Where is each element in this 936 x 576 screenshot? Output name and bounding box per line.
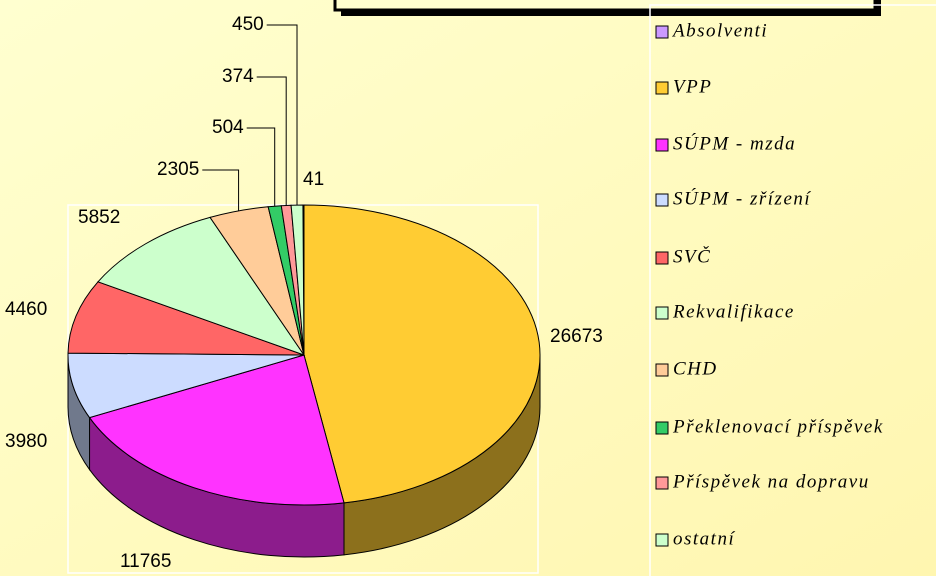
legend-label: Překlenovací příspěvek [672, 416, 884, 437]
slice [290, 204, 305, 356]
slice [88, 354, 345, 506]
slice [303, 204, 541, 504]
leader-line [256, 76, 287, 206]
data-label: 374 [222, 66, 254, 87]
legend-label: SÚPM - zřízení [673, 187, 811, 209]
leader-line [246, 127, 276, 207]
leader-line [202, 169, 240, 211]
slice [97, 216, 306, 356]
data-label: 2305 [157, 159, 199, 180]
legend-swatch [655, 421, 669, 435]
legend-swatch [655, 306, 669, 320]
legend-swatch [655, 138, 669, 152]
title-box [333, 0, 877, 12]
legend-swatch [655, 533, 669, 547]
legend-box [649, 4, 936, 576]
legend-label: Příspěvek na dopravu [672, 471, 870, 492]
legend-swatch [655, 81, 669, 95]
data-label: 4460 [5, 299, 47, 320]
data-label: 504 [212, 117, 244, 138]
legend-swatch [655, 363, 669, 377]
legend-swatch [655, 25, 669, 39]
data-label: 41 [303, 169, 324, 190]
data-label: 26673 [550, 326, 603, 347]
leader-line [266, 24, 298, 206]
legend-label: VPP [673, 76, 712, 97]
data-label: 3980 [5, 431, 47, 452]
data-label: 450 [232, 14, 264, 35]
legend-swatch [655, 193, 669, 207]
legend-label: SÚPM - mzda [673, 132, 796, 154]
legend-swatch [655, 476, 669, 490]
slice [67, 352, 305, 419]
legend-swatch [655, 251, 669, 265]
legend-label: CHD [673, 358, 718, 379]
legend-label: Absolventi [671, 20, 768, 41]
legend-label: Rekvalifikace [672, 301, 795, 322]
data-label: 11765 [120, 551, 171, 572]
data-label: 5852 [78, 207, 120, 228]
legend-label: ostatní [673, 528, 735, 549]
slice [67, 281, 305, 356]
legend-label: SVČ [673, 245, 711, 267]
